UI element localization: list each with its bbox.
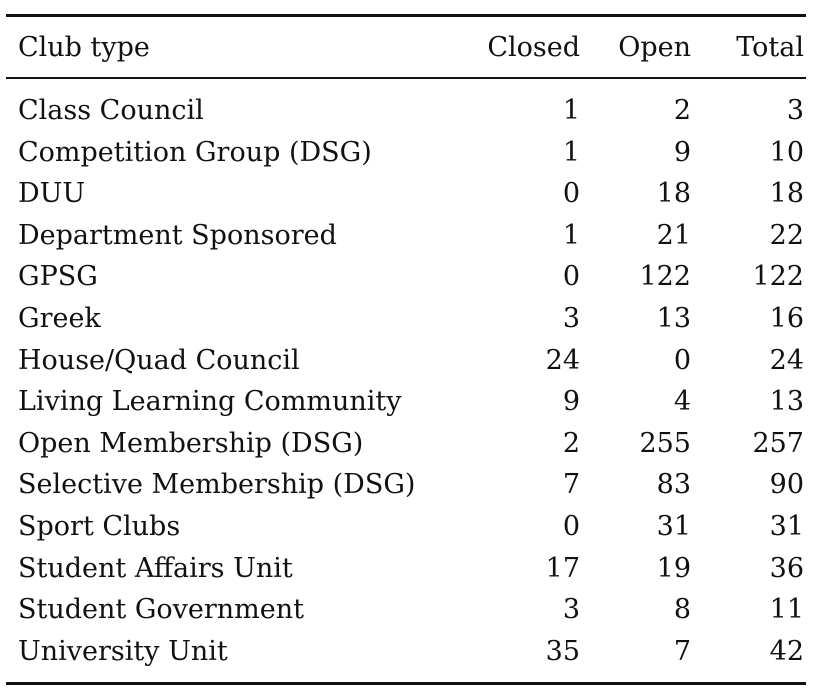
cell-total: 3 — [786, 95, 804, 126]
cell-club-type: University Unit — [18, 635, 228, 667]
cell-total: 42 — [769, 635, 804, 667]
club-type-table: Club type Closed Open Total Class Counci… — [6, 14, 806, 685]
cell-open: 18 — [656, 178, 691, 210]
cell-open: 9 — [673, 136, 691, 168]
cell-club-type: Class Council — [18, 95, 204, 126]
table-row: Greek 3 13 16 — [6, 298, 806, 340]
cell-closed: 3 — [562, 594, 580, 626]
cell-club-type: Student Affairs Unit — [18, 552, 293, 584]
cell-closed: 1 — [562, 219, 580, 251]
column-header-open: Open — [618, 31, 691, 63]
table-row: Living Learning Community 9 4 13 — [6, 381, 806, 423]
cell-open: 8 — [673, 594, 691, 626]
cell-closed: 3 — [562, 302, 580, 334]
cell-open: 7 — [673, 635, 691, 667]
table-row: Department Sponsored 1 21 22 — [6, 215, 806, 257]
cell-club-type: GPSG — [18, 261, 98, 293]
cell-closed: 0 — [562, 178, 580, 210]
cell-total: 16 — [769, 302, 804, 334]
cell-club-type: Sport Clubs — [18, 510, 181, 542]
table-row: GPSG 0 122 122 — [6, 256, 806, 298]
cell-club-type: Department Sponsored — [18, 219, 337, 251]
cell-total: 31 — [769, 510, 804, 542]
cell-total: 36 — [769, 552, 804, 584]
cell-closed: 2 — [562, 427, 580, 459]
cell-club-type: Competition Group (DSG) — [18, 136, 372, 168]
cell-closed: 1 — [562, 95, 580, 126]
cell-closed: 1 — [562, 136, 580, 168]
table-header: Club type Closed Open Total — [6, 15, 806, 78]
cell-total: 22 — [769, 219, 804, 251]
table-body: Class Council 1 2 3 Competition Group (D… — [6, 78, 806, 684]
cell-open: 83 — [656, 469, 691, 501]
cell-total: 257 — [752, 427, 804, 459]
cell-club-type: Living Learning Community — [18, 386, 402, 418]
cell-closed: 0 — [562, 261, 580, 293]
table-row: Student Affairs Unit 17 19 36 — [6, 548, 806, 590]
cell-total: 11 — [769, 594, 804, 626]
cell-closed: 24 — [545, 344, 580, 376]
table-row: Sport Clubs 0 31 31 — [6, 506, 806, 548]
table-row: Open Membership (DSG) 2 255 257 — [6, 423, 806, 465]
column-header-total: Total — [736, 31, 804, 63]
cell-open: 19 — [656, 552, 691, 584]
club-type-table-container: Club type Closed Open Total Class Counci… — [6, 14, 806, 685]
table-row: Student Government 3 8 11 — [6, 589, 806, 631]
cell-club-type: Selective Membership (DSG) — [18, 469, 416, 501]
column-header-club-type: Club type — [18, 31, 150, 63]
cell-total: 90 — [769, 469, 804, 501]
cell-total: 18 — [769, 178, 804, 210]
header-row: Club type Closed Open Total — [6, 15, 806, 78]
cell-open: 4 — [673, 386, 691, 418]
cell-total: 10 — [769, 136, 804, 168]
cell-open: 21 — [656, 219, 691, 251]
cell-club-type: House/Quad Council — [18, 344, 300, 376]
cell-club-type: Greek — [18, 302, 101, 334]
table-row: Class Council 1 2 3 — [6, 78, 806, 132]
column-header-closed: Closed — [487, 31, 580, 63]
table-row: House/Quad Council 24 0 24 — [6, 340, 806, 382]
cell-total: 122 — [752, 261, 804, 293]
cell-closed: 17 — [545, 552, 580, 584]
cell-closed: 9 — [562, 386, 580, 418]
cell-open: 255 — [639, 427, 691, 459]
cell-club-type: Student Government — [18, 594, 304, 626]
cell-total: 13 — [769, 386, 804, 418]
table-row: University Unit 35 7 42 — [6, 631, 806, 684]
cell-club-type: DUU — [18, 178, 86, 210]
cell-open: 122 — [639, 261, 691, 293]
cell-open: 2 — [673, 95, 691, 126]
cell-closed: 7 — [562, 469, 580, 501]
cell-club-type: Open Membership (DSG) — [18, 427, 364, 459]
cell-open: 13 — [656, 302, 691, 334]
cell-closed: 0 — [562, 510, 580, 542]
table-row: Competition Group (DSG) 1 9 10 — [6, 132, 806, 174]
table-row: Selective Membership (DSG) 7 83 90 — [6, 464, 806, 506]
cell-total: 24 — [769, 344, 804, 376]
cell-open: 0 — [673, 344, 691, 376]
cell-closed: 35 — [545, 635, 580, 667]
table-row: DUU 0 18 18 — [6, 173, 806, 215]
cell-open: 31 — [656, 510, 691, 542]
